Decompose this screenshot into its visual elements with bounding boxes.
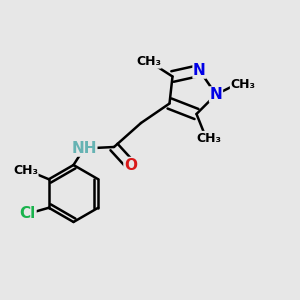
Text: Cl: Cl — [20, 206, 36, 221]
Text: NH: NH — [71, 141, 97, 156]
Text: N: N — [210, 87, 222, 102]
Text: CH₃: CH₃ — [196, 131, 221, 145]
Text: N: N — [193, 63, 206, 78]
Text: CH₃: CH₃ — [136, 55, 161, 68]
Text: CH₃: CH₃ — [230, 77, 256, 91]
Text: O: O — [124, 158, 137, 172]
Text: CH₃: CH₃ — [13, 164, 38, 177]
